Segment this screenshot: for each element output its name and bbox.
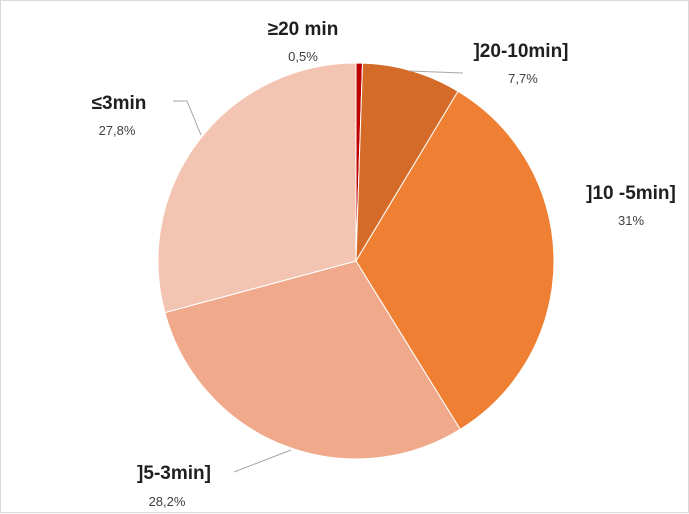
leader-line-5 (173, 100, 202, 136)
slice-value-label-4: 28,2% (149, 494, 186, 509)
slice-label-2: ]20-10min] (473, 41, 568, 62)
slice-label-5: ≤3min (92, 93, 147, 114)
slice-value-label-2: 7,7% (508, 71, 538, 86)
leader-line-4 (233, 449, 292, 473)
leader-line-2 (408, 70, 464, 74)
slice-label-1: ≥20 min (268, 19, 339, 40)
slice-value-label-5: 27,8% (99, 123, 136, 138)
slice-label-4: ]5-3min] (137, 463, 211, 484)
pie-slice-5 (157, 62, 357, 314)
pie-slice-3 (355, 90, 555, 431)
slice-value-label-3: 31% (618, 213, 644, 228)
slice-label-3: ]10 -5min] (586, 183, 676, 204)
pie-slice-4 (164, 260, 461, 460)
slice-value-label-1: 0,5% (288, 49, 318, 64)
